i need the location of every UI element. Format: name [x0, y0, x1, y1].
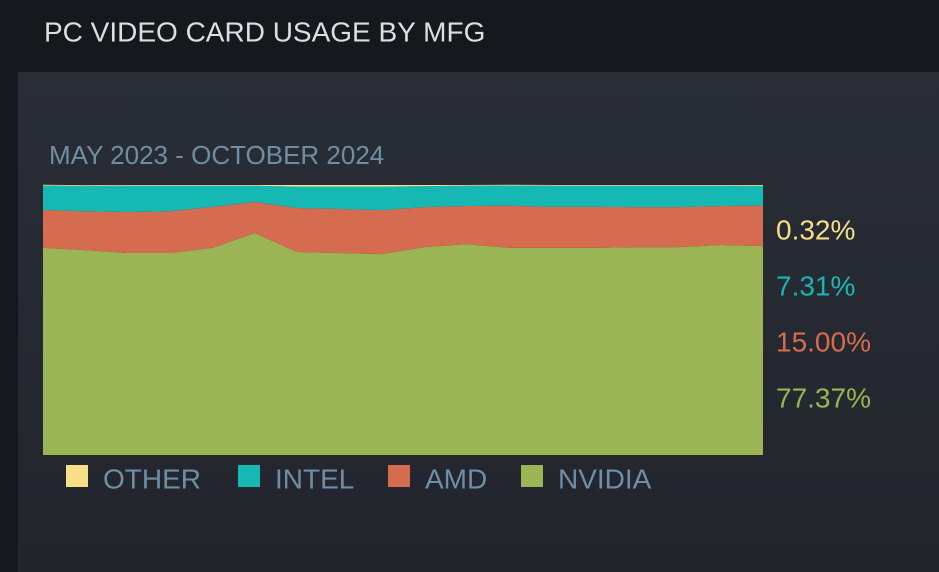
chart-title: PC VIDEO CARD USAGE BY MFG: [44, 16, 485, 47]
value-label: 77.37%: [776, 382, 871, 413]
legend-swatch: [238, 465, 260, 487]
legend-swatch: [388, 465, 410, 487]
area: [43, 185, 763, 212]
legend-label: INTEL: [275, 463, 354, 494]
legend-swatch: [521, 465, 543, 487]
value-label: 7.31%: [776, 270, 855, 301]
chart-subtitle: MAY 2023 - OCTOBER 2024: [49, 140, 384, 170]
value-label: 15.00%: [776, 326, 871, 357]
area: [43, 233, 763, 455]
legend-label: AMD: [425, 463, 487, 494]
value-label: 0.32%: [776, 214, 855, 245]
legend-label: NVIDIA: [558, 463, 652, 494]
area: [43, 202, 763, 255]
area: [43, 184, 763, 187]
legend-swatch: [66, 465, 88, 487]
legend-label: OTHER: [103, 463, 201, 494]
